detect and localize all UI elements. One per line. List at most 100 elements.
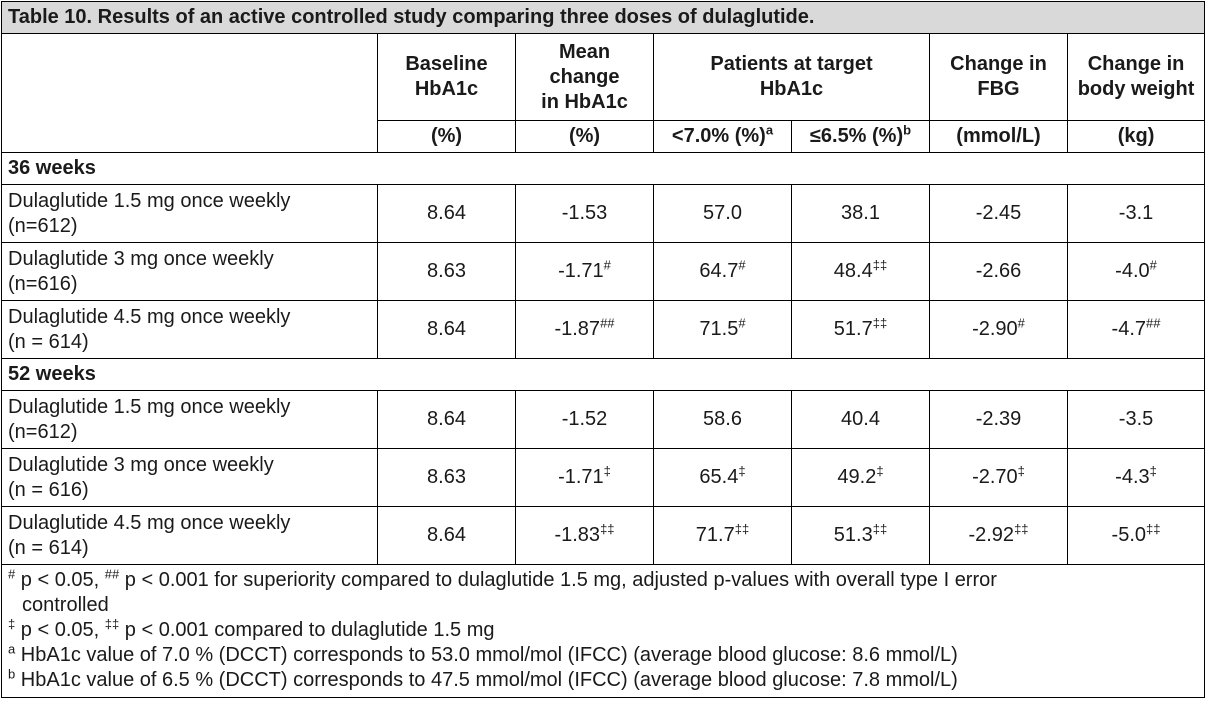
cell-target-le65: 51.3‡‡: [791, 506, 930, 565]
cell-target-le65-value: 51.7: [833, 318, 873, 340]
unit-mean-change: (%): [515, 120, 654, 153]
table-title: Table 10. Results of an active controlle…: [0, 1, 1205, 34]
unit-target-le65: ≤6.5% (%)b: [791, 120, 930, 153]
cell-weight-value: -3.1: [1118, 202, 1154, 224]
row-label-n: (n = 614): [8, 536, 89, 559]
cell-mean-change-sup: ‡‡: [600, 521, 615, 537]
footnote-marker: ‡: [8, 616, 16, 632]
cell-target-lt7: 57.0: [653, 184, 792, 243]
cell-fbg-sup: #: [1017, 315, 1025, 331]
row-label: Dulaglutide 4.5 mg once weekly (n = 614): [1, 300, 378, 359]
cell-baseline: 8.63: [377, 448, 516, 507]
cell-mean-change-value: -1.52: [561, 408, 608, 430]
cell-baseline: 8.64: [377, 390, 516, 449]
cell-weight-value: -4.0: [1115, 260, 1150, 282]
cell-baseline-value: 8.63: [427, 260, 466, 282]
cell-fbg: -2.66: [929, 242, 1068, 301]
section-label: 36 weeks: [0, 152, 1205, 185]
footnote-marker: a: [8, 641, 16, 657]
table-row: Dulaglutide 4.5 mg once weekly (n = 614) 8…: [1, 506, 1205, 565]
header-mean-change: Mean change in HbA1c: [515, 33, 654, 121]
row-label: Dulaglutide 3 mg once weekly (n = 616): [1, 448, 378, 507]
cell-mean-change-value: -1.71: [558, 466, 604, 488]
cell-weight: -4.7##: [1066, 300, 1205, 359]
cell-baseline: 8.64: [377, 184, 516, 243]
cell-fbg: -2.70‡: [929, 448, 1068, 507]
unit-fbg: (mmol/L): [929, 120, 1068, 153]
cell-target-lt7: 58.6: [653, 390, 792, 449]
cell-target-le65-value: 49.2: [837, 466, 877, 488]
cell-baseline: 8.63: [377, 242, 516, 301]
cell-fbg-value: -2.45: [975, 202, 1022, 224]
row-label: Dulaglutide 1.5 mg once weekly (n=612): [1, 390, 378, 449]
unit-baseline: (%): [377, 120, 516, 153]
cell-mean-change: -1.83‡‡: [515, 506, 654, 565]
cell-target-lt7-value: 71.7: [695, 524, 735, 546]
cell-mean-change: -1.53: [515, 184, 654, 243]
footnote-line: b HbA1c value of 6.5 % (DCCT) correspond…: [8, 667, 1198, 693]
cell-baseline-value: 8.63: [427, 466, 466, 488]
table-row: Dulaglutide 3 mg once weekly (n=616) 8.63 -…: [1, 242, 1205, 301]
footnotes: # p < 0.05, ## p < 0.001 for superiority…: [0, 564, 1205, 698]
unit-target-le65-sup: b: [903, 122, 912, 138]
header-change-weight: Change in body weight: [1066, 33, 1205, 121]
header-patients-line2: HbA1c: [759, 78, 824, 100]
cell-mean-change: -1.71#: [515, 242, 654, 301]
footnote-line: # p < 0.05, ## p < 0.001 for superiority…: [8, 566, 1198, 593]
header-weight-line2: body weight: [1077, 78, 1195, 100]
cell-target-lt7-value: 58.6: [703, 408, 742, 430]
row-label-n: (n=612): [8, 214, 78, 237]
cell-target-le65-value: 48.4: [833, 260, 873, 282]
unit-weight: (kg): [1066, 120, 1205, 153]
cell-target-lt7-sup: ‡‡: [734, 521, 750, 537]
table-row: Dulaglutide 3 mg once weekly (n = 616) 8.6…: [1, 448, 1205, 507]
row-label-name: Dulaglutide 4.5 mg once weekly: [8, 305, 291, 328]
results-table: Table 10. Results of an active controlle…: [0, 1, 1205, 698]
cell-target-lt7-value: 64.7: [699, 260, 739, 282]
cell-target-lt7: 71.7‡‡: [653, 506, 792, 565]
header-patients-line1: Patients at target: [710, 53, 873, 75]
cell-target-lt7-value: 71.5: [699, 318, 739, 340]
cell-weight-value: -4.7: [1111, 318, 1147, 340]
cell-target-le65: 38.1: [791, 184, 930, 243]
cell-mean-change-sup: ##: [600, 315, 615, 331]
cell-target-lt7-sup: ‡: [738, 463, 746, 479]
footnote-marker: #: [8, 566, 16, 582]
cell-target-le65-value: 51.3: [833, 524, 873, 546]
cell-fbg-value: -2.66: [975, 260, 1022, 282]
footnote-text: p < 0.05,: [15, 569, 105, 591]
cell-mean-change-sup: #: [603, 257, 611, 273]
cell-fbg: -2.92‡‡: [929, 506, 1068, 565]
cell-target-lt7: 65.4‡: [653, 448, 792, 507]
table-row: Dulaglutide 1.5 mg once weekly (n=612) 8.6…: [1, 184, 1205, 243]
footnote-line: a HbA1c value of 7.0 % (DCCT) correspond…: [8, 641, 1198, 668]
cell-mean-change: -1.87##: [515, 300, 654, 359]
cell-target-lt7: 64.7#: [653, 242, 792, 301]
unit-target-lt7: <7.0% (%)a: [653, 120, 792, 153]
section-label: 52 weeks: [0, 358, 1205, 391]
cell-fbg: -2.90#: [929, 300, 1068, 359]
header-baseline-line2: HbA1c: [414, 78, 479, 100]
cell-mean-change-value: -1.83: [554, 524, 601, 546]
cell-fbg-value: -2.90: [972, 318, 1018, 340]
cell-target-lt7-sup: #: [738, 257, 746, 273]
cell-target-le65-value: 38.1: [841, 202, 880, 224]
cell-baseline-value: 8.64: [427, 408, 466, 430]
cell-mean-change-value: -1.53: [561, 202, 608, 224]
footnote-line: ‡ p < 0.05, ‡‡ p < 0.001 compared to dul…: [8, 616, 1198, 643]
cell-weight-sup: ‡‡: [1146, 521, 1161, 537]
header-fbg-line2: FBG: [977, 78, 1020, 100]
cell-weight-sup: ‡: [1149, 463, 1157, 479]
cell-target-lt7-value: 65.4: [699, 466, 739, 488]
table-row: Dulaglutide 1.5 mg once weekly (n=612) 8.6…: [1, 390, 1205, 449]
cell-baseline-value: 8.64: [427, 318, 466, 340]
cell-weight: -3.5: [1066, 390, 1205, 449]
cell-fbg-sup: ‡: [1017, 463, 1025, 479]
table-row: Dulaglutide 4.5 mg once weekly (n = 614) 8…: [1, 300, 1205, 359]
cell-target-lt7-sup: #: [738, 315, 746, 331]
row-label: Dulaglutide 4.5 mg once weekly (n = 614): [1, 506, 378, 565]
table-container: Table 10. Results of an active controlle…: [0, 1, 1205, 698]
cell-fbg-value: -2.39: [975, 408, 1022, 430]
cell-weight: -4.0#: [1066, 242, 1205, 301]
cell-weight-value: -3.5: [1118, 408, 1154, 430]
